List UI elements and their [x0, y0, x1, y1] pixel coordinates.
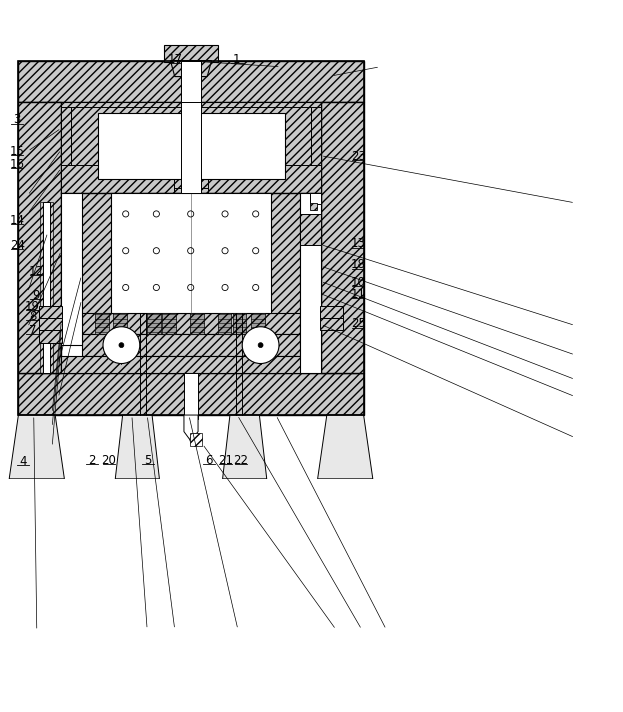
Bar: [98, 112, 285, 179]
Text: 24: 24: [10, 239, 25, 252]
Text: 2: 2: [88, 454, 95, 467]
Text: 18: 18: [351, 258, 366, 271]
Bar: [190, 313, 204, 334]
Bar: [107, 116, 276, 176]
Bar: [320, 306, 343, 318]
Text: 5: 5: [145, 454, 152, 467]
Bar: [39, 330, 62, 342]
Bar: [217, 313, 231, 334]
Bar: [70, 107, 312, 188]
Bar: [163, 313, 176, 334]
Text: 19: 19: [25, 300, 40, 313]
Polygon shape: [115, 415, 159, 478]
Text: 23: 23: [351, 150, 366, 163]
Text: 1: 1: [233, 53, 240, 66]
Bar: [82, 313, 300, 334]
Text: 7: 7: [29, 324, 36, 337]
Bar: [61, 165, 174, 193]
Bar: [98, 112, 285, 179]
Text: 9: 9: [32, 289, 40, 302]
Bar: [320, 318, 343, 330]
Polygon shape: [9, 415, 64, 478]
Bar: [40, 201, 54, 373]
Bar: [164, 46, 217, 63]
Bar: [310, 203, 317, 210]
Bar: [209, 165, 321, 193]
Bar: [113, 313, 127, 334]
Text: 15: 15: [10, 145, 25, 158]
Text: 16: 16: [10, 158, 25, 171]
Bar: [233, 313, 247, 334]
Bar: [61, 107, 70, 188]
Text: 6: 6: [206, 454, 213, 467]
Circle shape: [119, 342, 124, 347]
Circle shape: [103, 327, 140, 364]
Bar: [43, 201, 50, 373]
Bar: [82, 193, 111, 313]
Bar: [95, 313, 108, 334]
Bar: [181, 61, 201, 103]
Circle shape: [242, 327, 279, 364]
Text: 25: 25: [351, 318, 366, 330]
Bar: [147, 313, 161, 334]
Polygon shape: [222, 415, 267, 478]
Bar: [61, 355, 321, 373]
Bar: [321, 103, 364, 373]
Bar: [61, 103, 321, 193]
Bar: [310, 193, 321, 204]
Bar: [19, 61, 364, 415]
Bar: [312, 107, 321, 188]
Text: 14: 14: [10, 214, 25, 227]
Bar: [300, 214, 321, 245]
Bar: [82, 334, 300, 355]
Bar: [111, 193, 271, 313]
Bar: [190, 434, 202, 446]
Text: 3: 3: [14, 113, 21, 127]
Bar: [184, 373, 198, 419]
Bar: [19, 103, 61, 373]
Text: 13: 13: [351, 237, 366, 251]
Text: 12: 12: [29, 265, 44, 278]
Polygon shape: [184, 415, 198, 441]
Bar: [252, 313, 265, 334]
Bar: [19, 61, 364, 103]
Bar: [39, 318, 62, 330]
Polygon shape: [318, 415, 373, 478]
Text: 20: 20: [102, 454, 117, 467]
Text: 4: 4: [19, 455, 27, 468]
Polygon shape: [171, 61, 212, 77]
Text: 8: 8: [29, 310, 36, 323]
Text: 21: 21: [218, 454, 233, 467]
Bar: [39, 306, 62, 318]
Text: 11: 11: [351, 288, 366, 301]
Text: 17: 17: [168, 53, 183, 66]
Text: 22: 22: [233, 454, 248, 467]
Bar: [181, 103, 201, 193]
Bar: [19, 373, 364, 415]
Circle shape: [258, 342, 263, 347]
Bar: [300, 193, 321, 345]
Bar: [61, 193, 82, 345]
Bar: [271, 193, 300, 313]
Text: 10: 10: [351, 276, 366, 289]
Bar: [300, 193, 321, 373]
Bar: [82, 193, 300, 313]
